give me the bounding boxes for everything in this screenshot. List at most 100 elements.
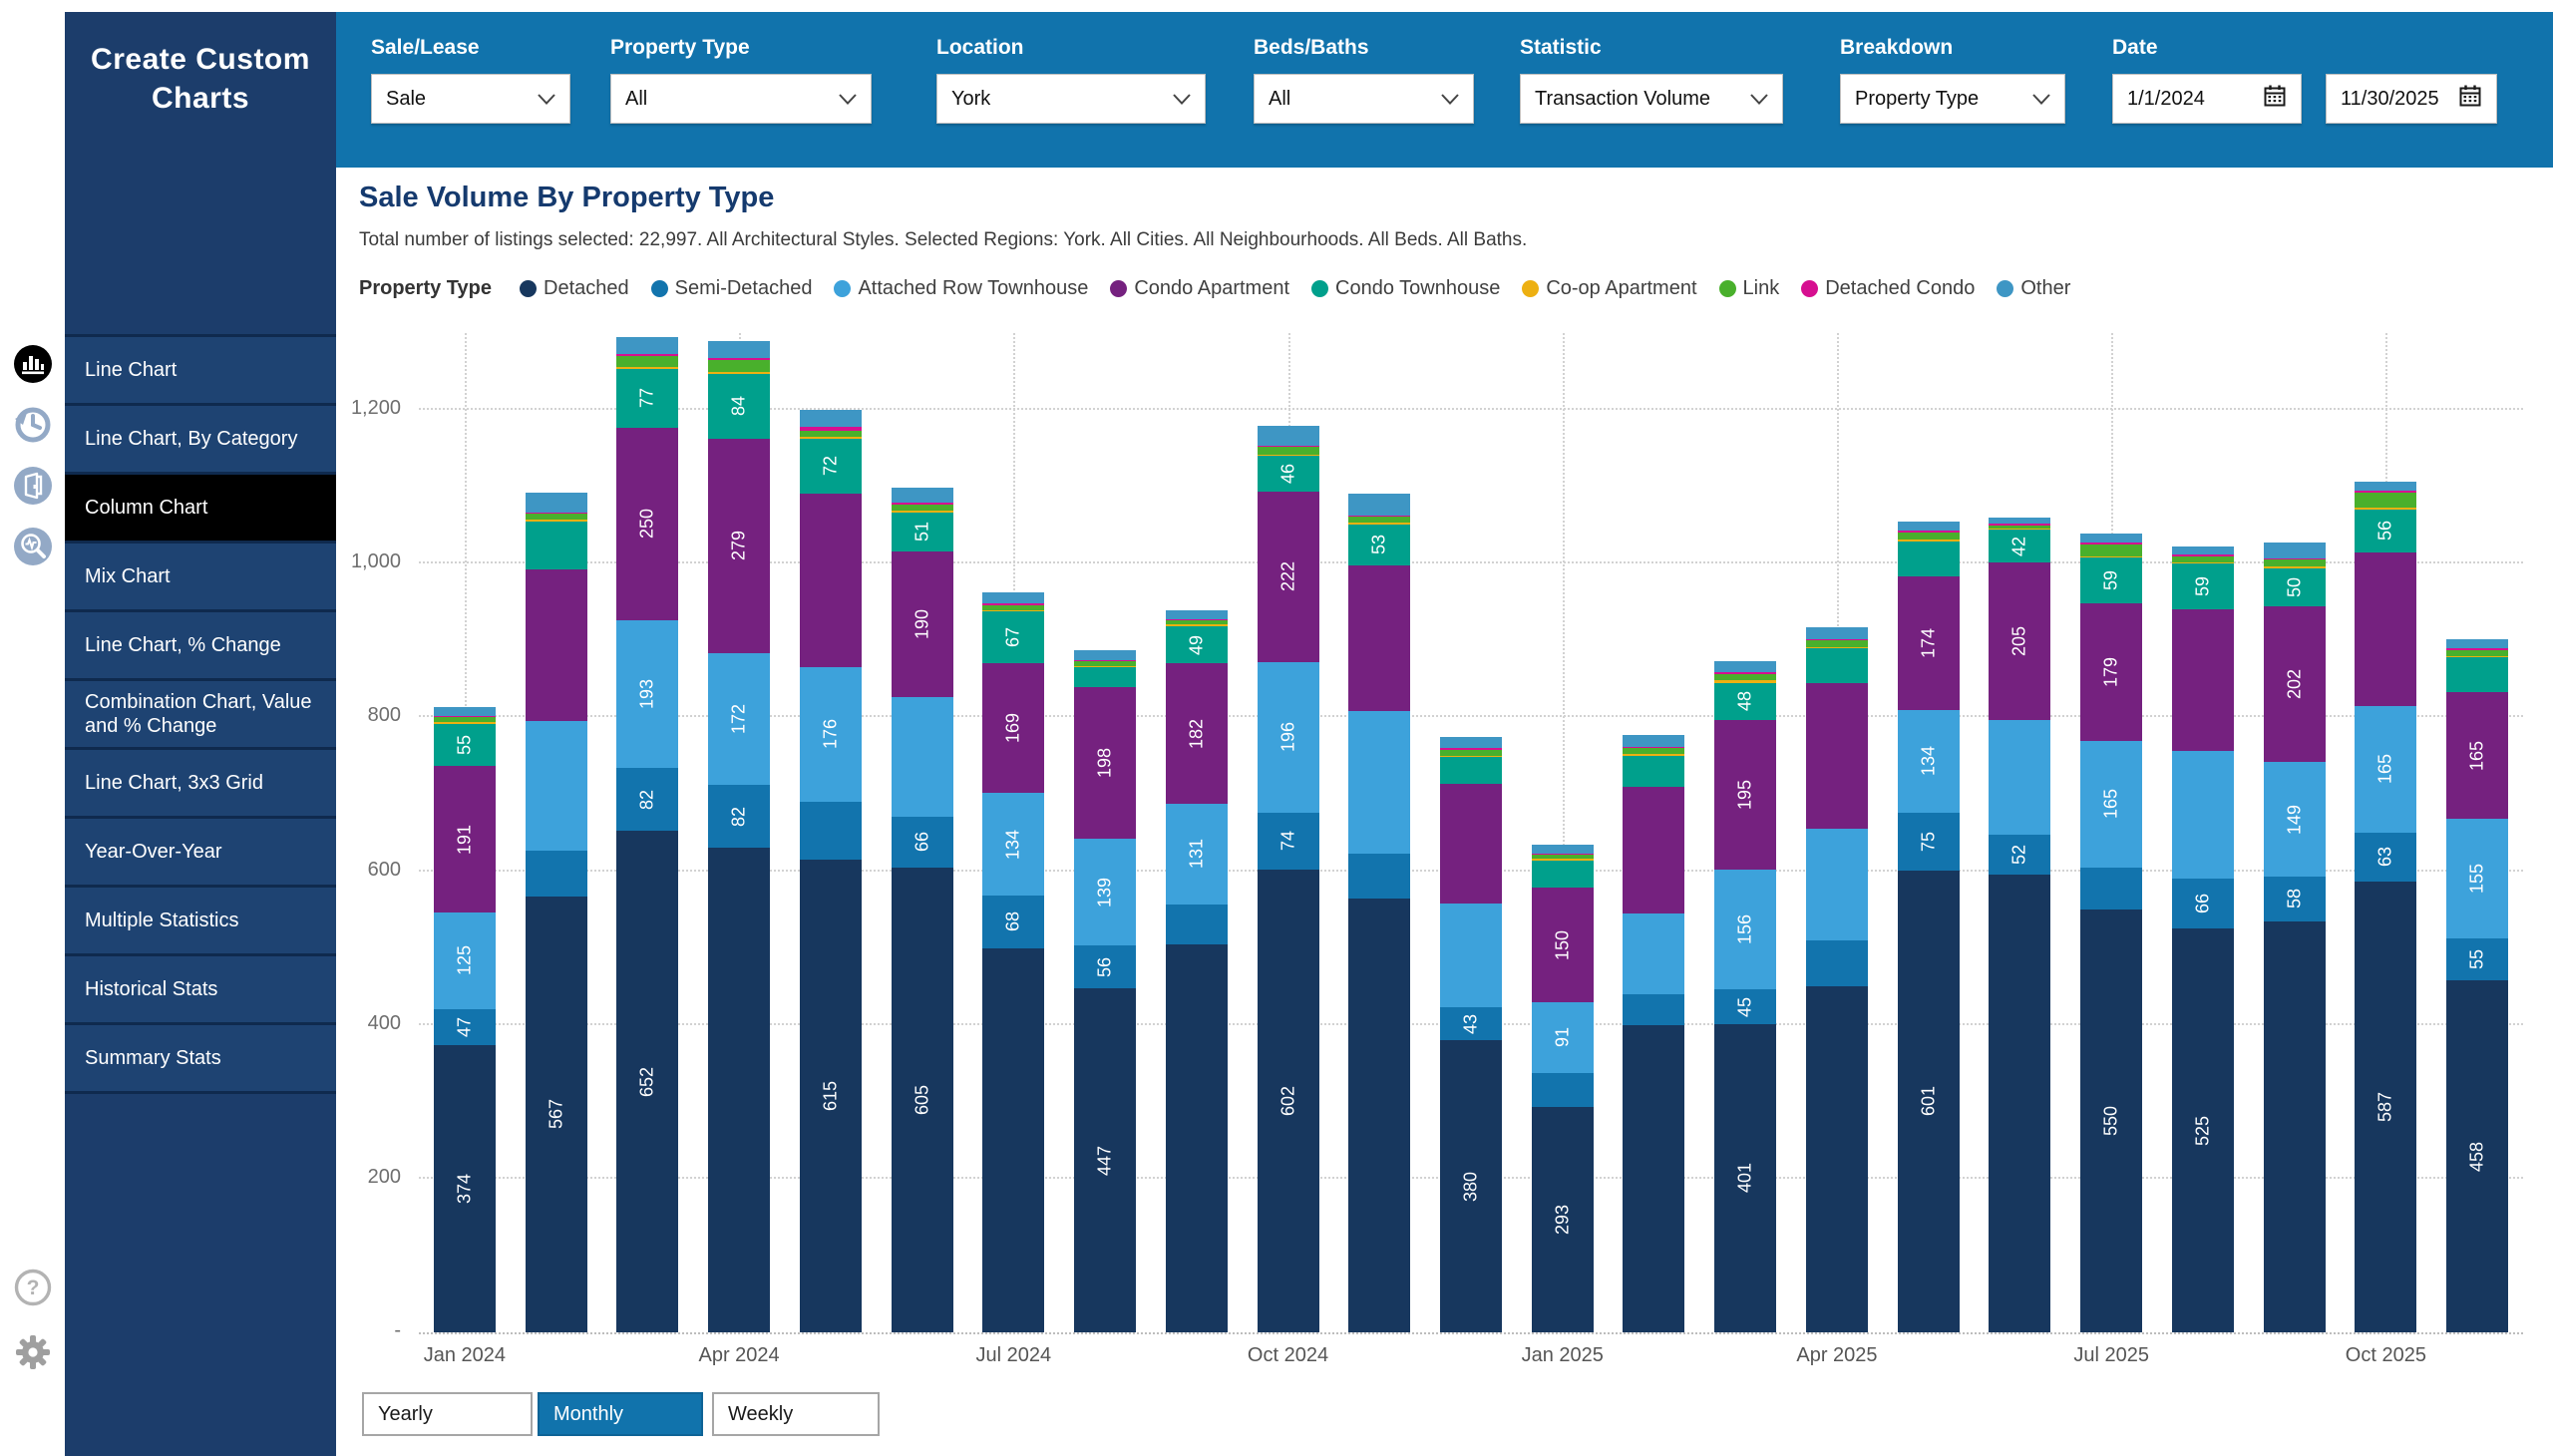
bar-segment-link[interactable] — [2355, 492, 2417, 509]
bar-segment-condo-apartment[interactable]: 202 — [2263, 606, 2326, 763]
bar-segment-co-op-apartment[interactable] — [433, 722, 496, 724]
filter-select-beds-baths[interactable]: All — [1254, 74, 1474, 124]
bar-segment-condo-townhouse[interactable]: 84 — [708, 373, 771, 439]
bar-segment-detached[interactable]: 602 — [1257, 870, 1319, 1332]
bar-segment-attached-row-townhouse[interactable] — [1805, 829, 1868, 940]
search-stats-icon[interactable] — [13, 527, 53, 566]
filter-select-statistic[interactable]: Transaction Volume — [1520, 74, 1783, 124]
sidebar-item-line-chart-change[interactable]: Line Chart, % Change — [65, 612, 336, 681]
bar-segment-other[interactable] — [1714, 661, 1777, 672]
bar-segment-detached[interactable] — [1623, 1024, 1685, 1332]
bar-segment-co-op-apartment[interactable] — [1805, 646, 1868, 649]
bar-segment-co-op-apartment[interactable] — [2080, 555, 2143, 558]
bar-segment-condo-apartment[interactable]: 198 — [1074, 686, 1137, 840]
bar-segment-link[interactable] — [982, 604, 1045, 610]
settings-icon[interactable] — [13, 1332, 53, 1372]
bar-segment-other[interactable] — [1440, 736, 1502, 749]
bar-segment-condo-townhouse[interactable]: 72 — [799, 438, 862, 495]
bar-segment-condo-townhouse[interactable]: 49 — [1165, 625, 1228, 664]
bar-segment-detached[interactable] — [982, 947, 1045, 1332]
bar-segment-condo-apartment[interactable] — [1805, 682, 1868, 830]
bar-segment-link[interactable] — [2171, 555, 2234, 562]
bar-segment-link[interactable] — [616, 356, 679, 367]
bar-segment-other[interactable] — [1623, 735, 1685, 747]
bar-segment-link[interactable] — [1805, 640, 1868, 647]
bar-segment-detached[interactable]: 525 — [2171, 928, 2234, 1332]
calendar-icon[interactable] — [2458, 84, 2482, 114]
filter-select-breakdown[interactable]: Property Type — [1840, 74, 2065, 124]
bar-segment-other[interactable] — [616, 336, 679, 354]
bar-segment-detached[interactable]: 615 — [799, 859, 862, 1332]
sidebar-item-combination-chart-value-and-change[interactable]: Combination Chart, Value and % Change — [65, 681, 336, 750]
bar-segment-condo-apartment[interactable] — [1348, 564, 1411, 712]
bar-segment-detached-condo[interactable] — [982, 603, 1045, 605]
bar-segment-other[interactable] — [433, 706, 496, 716]
bar-segment-condo-apartment[interactable] — [1623, 786, 1685, 913]
bar-segment-detached-condo[interactable] — [799, 427, 862, 431]
bar-segment-attached-row-townhouse[interactable]: 172 — [708, 652, 771, 786]
bar-segment-attached-row-townhouse[interactable]: 156 — [1714, 870, 1777, 990]
bar-segment-link[interactable] — [433, 717, 496, 723]
bar-segment-condo-apartment[interactable]: 190 — [891, 550, 953, 698]
bar-segment-attached-row-townhouse[interactable]: 176 — [799, 666, 862, 803]
bar-segment-semi-detached[interactable] — [1805, 939, 1868, 987]
bar-segment-attached-row-townhouse[interactable] — [891, 697, 953, 817]
bar-segment-co-op-apartment[interactable] — [891, 511, 953, 513]
bar-segment-semi-detached[interactable]: 63 — [2355, 833, 2417, 882]
bar-segment-other[interactable] — [2446, 638, 2509, 649]
filter-select-sale-lease[interactable]: Sale — [371, 74, 570, 124]
bar-segment-link[interactable] — [1714, 673, 1777, 680]
bar-segment-condo-apartment[interactable] — [1440, 784, 1502, 904]
bar-segment-semi-detached[interactable]: 56 — [1074, 945, 1137, 989]
sidebar-item-multiple-statistics[interactable]: Multiple Statistics — [65, 888, 336, 956]
bar-segment-condo-townhouse[interactable]: 56 — [2355, 509, 2417, 552]
bar-segment-link[interactable] — [891, 504, 953, 512]
bar-segment-attached-row-townhouse[interactable] — [1440, 903, 1502, 1007]
bar-segment-condo-apartment[interactable]: 182 — [1165, 663, 1228, 804]
bar-segment-semi-detached[interactable] — [1623, 993, 1685, 1025]
bar-segment-detached[interactable]: 601 — [1897, 870, 1960, 1332]
bar-segment-link[interactable] — [525, 514, 587, 521]
bar-segment-co-op-apartment[interactable] — [982, 609, 1045, 612]
bar-segment-condo-townhouse[interactable]: 59 — [2080, 557, 2143, 603]
bar-segment-semi-detached[interactable]: 75 — [1897, 812, 1960, 871]
sidebar-item-mix-chart[interactable]: Mix Chart — [65, 544, 336, 612]
bar-segment-condo-apartment[interactable]: 250 — [616, 427, 679, 620]
bar-segment-detached[interactable]: 374 — [433, 1044, 496, 1332]
bar-segment-semi-detached[interactable]: 82 — [708, 785, 771, 849]
bar-segment-link[interactable] — [2446, 649, 2509, 656]
bar-segment-detached-condo[interactable] — [708, 357, 771, 361]
bar-segment-link[interactable] — [2080, 545, 2143, 556]
bar-segment-detached[interactable]: 550 — [2080, 910, 2143, 1332]
bar-segment-condo-townhouse[interactable] — [525, 521, 587, 569]
bar-segment-condo-apartment[interactable] — [525, 568, 587, 722]
bar-segment-other[interactable] — [1989, 518, 2051, 525]
bar-segment-condo-apartment[interactable]: 150 — [1531, 887, 1594, 1003]
bar-segment-link[interactable] — [1257, 447, 1319, 455]
bar-segment-co-op-apartment[interactable] — [1531, 859, 1594, 861]
bar-segment-detached[interactable] — [1165, 943, 1228, 1332]
bar-segment-detached-condo[interactable] — [2355, 491, 2417, 493]
bar-segment-co-op-apartment[interactable] — [1348, 523, 1411, 525]
bar-segment-detached[interactable] — [2263, 920, 2326, 1332]
bar-segment-link[interactable] — [1897, 532, 1960, 541]
bar-segment-other[interactable] — [708, 340, 771, 358]
bar-segment-co-op-apartment[interactable] — [1714, 679, 1777, 683]
bar-segment-detached-condo[interactable] — [2263, 557, 2326, 560]
sidebar-item-line-chart[interactable]: Line Chart — [65, 337, 336, 406]
bar-segment-co-op-apartment[interactable] — [525, 520, 587, 522]
calendar-icon[interactable] — [2263, 84, 2287, 114]
bar-segment-detached[interactable]: 567 — [525, 896, 587, 1332]
bar-segment-semi-detached[interactable]: 58 — [2263, 876, 2326, 921]
bar-segment-condo-apartment[interactable] — [2355, 551, 2417, 706]
bar-segment-semi-detached[interactable] — [2080, 867, 2143, 910]
bar-segment-detached-condo[interactable] — [1257, 445, 1319, 448]
bar-segment-attached-row-townhouse[interactable] — [1348, 711, 1411, 854]
bar-segment-attached-row-townhouse[interactable]: 193 — [616, 619, 679, 769]
bar-segment-attached-row-townhouse[interactable]: 91 — [1531, 1002, 1594, 1073]
bar-segment-link[interactable] — [1348, 517, 1411, 524]
bar-segment-co-op-apartment[interactable] — [1897, 540, 1960, 542]
date-to-input[interactable]: 11/30/2025 — [2326, 74, 2497, 124]
bar-segment-condo-apartment[interactable]: 169 — [982, 662, 1045, 793]
bar-segment-semi-detached[interactable] — [525, 850, 587, 897]
